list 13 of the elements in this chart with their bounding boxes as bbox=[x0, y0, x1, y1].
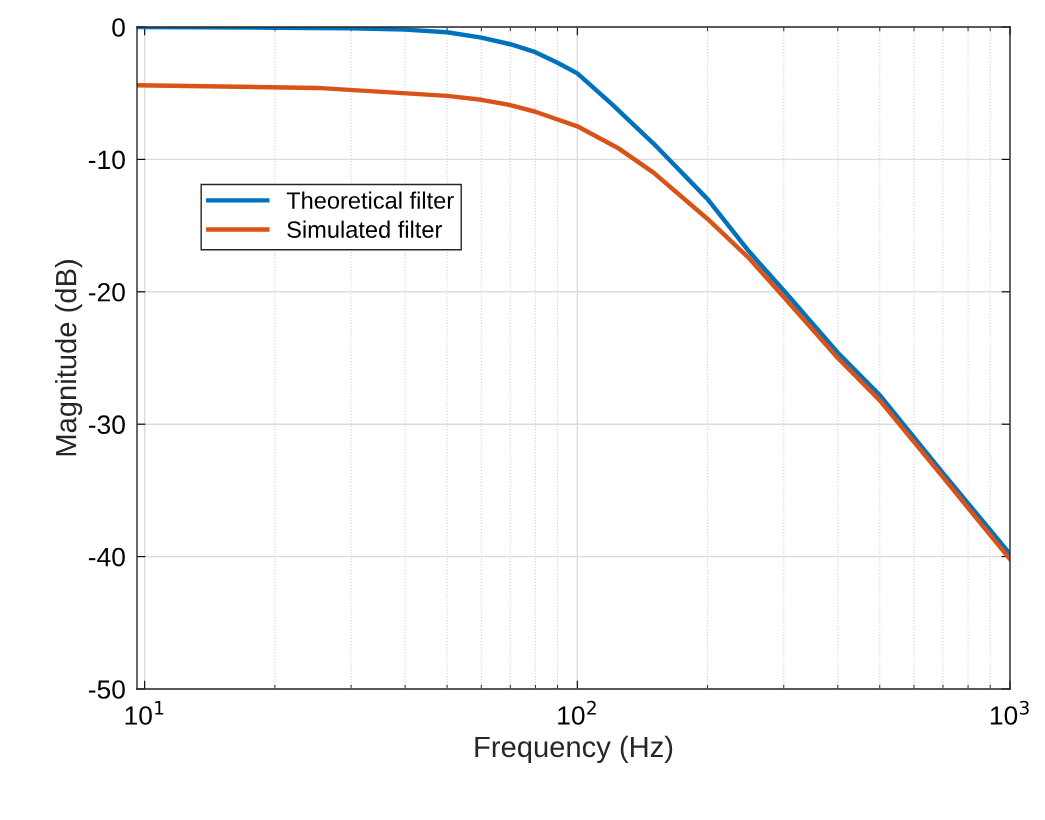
y-tick-label: -30 bbox=[88, 415, 125, 435]
x-tick-label: 10$^{2}$ bbox=[558, 700, 596, 725]
y-tick-label: 0 bbox=[112, 18, 125, 37]
y-tick-label: -50 bbox=[88, 680, 125, 699]
legend-label: Simulated filter bbox=[287, 220, 442, 238]
x-tick-label: 10$^{1}$ bbox=[125, 701, 164, 725]
y-tick-label: -10 bbox=[88, 150, 125, 170]
legend-label: Theoretical filter bbox=[286, 191, 454, 209]
x-axis-title: Frequency (Hz) bbox=[475, 735, 673, 764]
x-tick-label: 10$^{3}$ bbox=[990, 700, 1029, 725]
y-tick-label: -20 bbox=[88, 282, 125, 302]
y-axis-title: Magnitude (dB) bbox=[55, 260, 83, 456]
y-tick-label: -40 bbox=[88, 547, 125, 567]
